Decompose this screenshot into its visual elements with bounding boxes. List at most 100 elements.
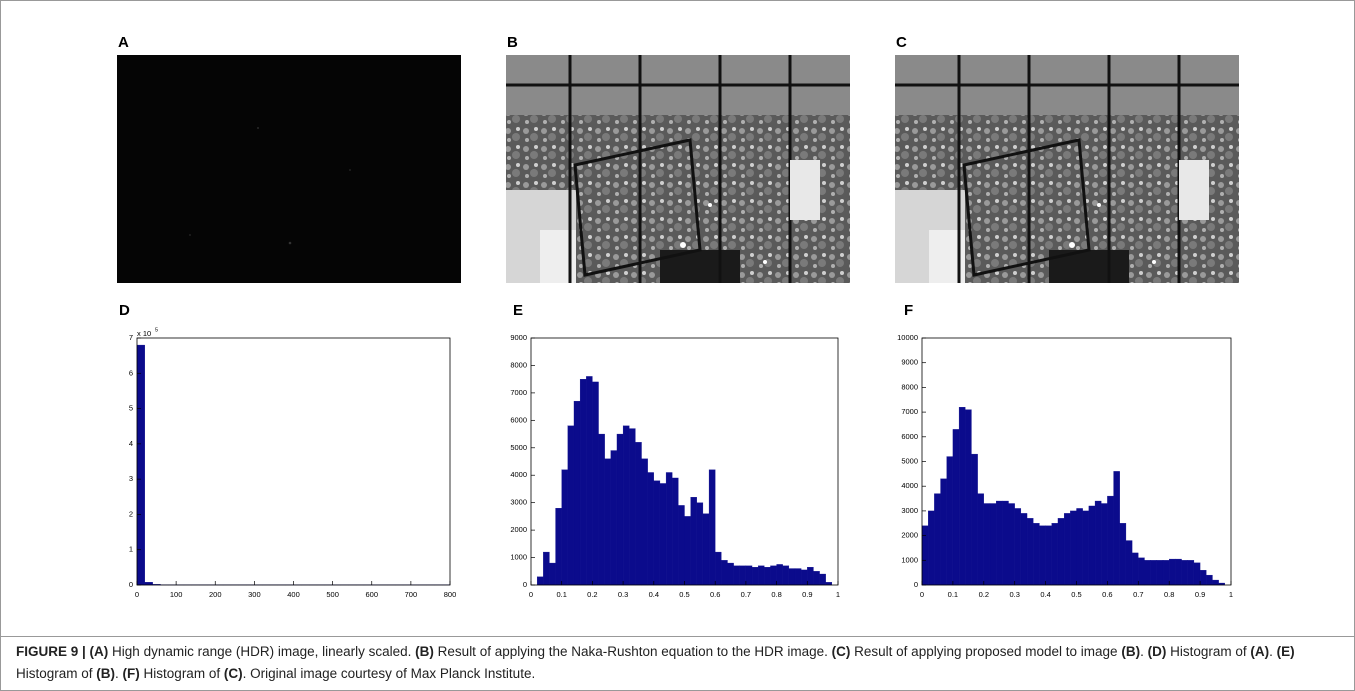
caption-segment: Histogram of (1166, 644, 1251, 659)
histogram-bar (684, 516, 691, 586)
x-tick-label: 0.4 (1040, 590, 1050, 599)
histogram-bar (702, 513, 710, 586)
y-tick-label: 9000 (510, 333, 527, 342)
caption-segment: (B) (415, 644, 434, 659)
histogram-bar (739, 565, 747, 586)
y-tick-label: 6000 (901, 432, 918, 441)
histogram-bar (579, 379, 587, 586)
histogram-bar (653, 480, 661, 586)
histogram-bar (782, 565, 790, 586)
caption-segment: (A) (1250, 644, 1270, 659)
histogram-bar (1187, 560, 1195, 586)
caption-segment: (D) (1147, 644, 1167, 659)
y-scale-exponent: 5 (155, 327, 158, 333)
caption-segment: . (115, 666, 123, 681)
histogram-bar (813, 571, 820, 586)
y-tick-label: 10000 (897, 333, 918, 342)
y-tick-label: 1000 (901, 555, 918, 564)
y-tick-label: 7000 (510, 388, 527, 397)
panel-label: D (119, 302, 130, 319)
caption-segment: Result of applying the Naka-Rushton equa… (433, 644, 832, 659)
histogram-bar (696, 502, 704, 586)
panel-label: E (513, 302, 523, 319)
panel-label: B (507, 34, 518, 51)
x-tick-label: 0 (529, 590, 533, 599)
histogram-bar (788, 568, 796, 586)
x-tick-label: 0.8 (771, 590, 781, 599)
caption-rule (0, 636, 1355, 637)
x-tick-label: 0.9 (802, 590, 812, 599)
y-tick-label: 2000 (510, 525, 527, 534)
histogram-bar (794, 568, 802, 586)
x-tick-label: 0.2 (587, 590, 597, 599)
y-tick-label: 8000 (901, 382, 918, 391)
histogram-bar (825, 582, 833, 586)
x-tick-label: 0.3 (1009, 590, 1019, 599)
caption-segment: . (1269, 644, 1277, 659)
histogram-bar (1113, 471, 1120, 586)
y-tick-label: 5 (129, 404, 133, 413)
y-tick-label: 5000 (901, 456, 918, 465)
histogram-bar (573, 400, 581, 586)
x-tick-label: 0.1 (948, 590, 958, 599)
y-tick-label: 4000 (510, 470, 527, 479)
histogram-bar (1076, 508, 1083, 586)
histogram-bar (745, 565, 753, 586)
histogram-bar (1101, 503, 1108, 586)
x-tick-label: 0.6 (710, 590, 720, 599)
y-tick-label: 4 (129, 439, 133, 448)
histogram-bar (1169, 558, 1176, 586)
histogram-bar (715, 551, 722, 586)
histogram-bar (1045, 525, 1052, 586)
histogram-bar (708, 469, 716, 586)
histogram-bar (971, 453, 978, 586)
x-tick-label: 0.4 (649, 590, 659, 599)
image-a (117, 55, 461, 283)
histogram-bar (610, 450, 618, 586)
caption-segment: (B) (1121, 644, 1141, 659)
y-tick-label: 9000 (901, 358, 918, 367)
histogram-bar (1138, 557, 1145, 586)
histogram-bar (1039, 525, 1046, 586)
y-tick-label: 0 (914, 580, 918, 589)
histogram-bar (616, 433, 624, 586)
histogram-bar (1051, 523, 1059, 586)
histogram-bar (758, 565, 765, 586)
histogram-bar (983, 503, 991, 586)
x-tick-label: 0.8 (1164, 590, 1174, 599)
histogram-bar (727, 562, 734, 586)
caption-segment: High dynamic range (HDR) image, linearly… (108, 644, 416, 659)
histogram-bar (672, 477, 679, 586)
caption-segment: . (1140, 644, 1148, 659)
histogram-bar (635, 442, 642, 586)
x-tick-label: 0.7 (1133, 590, 1143, 599)
histogram-bar (801, 569, 808, 586)
histogram-bar (989, 503, 997, 586)
y-tick-label: 0 (129, 580, 133, 589)
histogram-bar (940, 478, 947, 586)
histogram-bar (1162, 560, 1170, 586)
caption-segment: . Original image courtesy of Max Planck … (242, 666, 536, 681)
histogram-bar (592, 381, 599, 586)
histogram-bar (678, 505, 685, 586)
x-tick-label: 300 (248, 590, 261, 599)
caption-segment: (C) (223, 666, 243, 681)
y-tick-label: 6 (129, 368, 133, 377)
caption-segment: FIGURE 9 | (16, 644, 90, 659)
histogram-bar (144, 582, 153, 586)
histogram-bar (946, 456, 954, 586)
histogram-bar (641, 458, 648, 586)
x-tick-label: 0.6 (1102, 590, 1112, 599)
histogram-bar (1206, 574, 1213, 586)
histogram-bar (536, 576, 544, 586)
histogram-bar (543, 551, 550, 586)
histogram-bar (586, 376, 593, 586)
panel-label: F (904, 302, 913, 319)
x-tick-label: 0.2 (979, 590, 989, 599)
histogram-bar (659, 483, 667, 586)
histogram-bar (567, 425, 575, 586)
histogram-bar (629, 428, 636, 586)
histogram-bar (1119, 523, 1127, 586)
x-tick-label: 0.1 (556, 590, 566, 599)
